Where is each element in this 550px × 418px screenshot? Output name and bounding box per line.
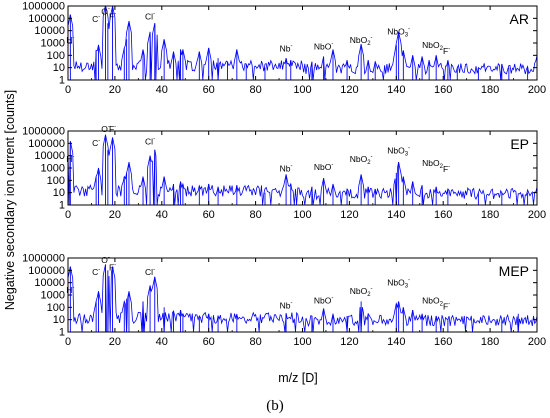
ion-annotation: NbO2-	[350, 286, 373, 298]
ion-annotation: C-	[92, 14, 100, 24]
ion-annotation: NbO-	[314, 41, 333, 51]
ion-annotation: O-	[101, 255, 110, 265]
panel-ar: 0 20 40 60 80 100 120 140 160 180 2001101001000100…	[22, 1, 546, 97]
x-tick-label: 80	[249, 209, 261, 221]
y-tick-label: 100	[47, 302, 65, 314]
ion-annotation: Nb-	[280, 301, 293, 311]
ion-annotation: Cl-	[145, 12, 155, 22]
x-tick-label: 40	[156, 84, 168, 96]
ion-annotation: NbO3-	[387, 145, 410, 157]
spectrum-trace-ar	[68, 6, 537, 80]
y-tick-label: 10000	[34, 25, 65, 37]
x-tick-label: 140	[387, 336, 405, 348]
x-tick-label: 160	[434, 336, 452, 348]
x-tick-label: 0	[65, 209, 71, 221]
ion-annotation: H-	[66, 285, 74, 295]
x-tick-label: 100	[293, 84, 311, 96]
ion-annotation: C-	[92, 138, 100, 148]
panel-ep: 0 20 40 60 80 100 120 140 160 180 2001101001000100…	[22, 124, 546, 221]
ion-annotation: NbO3-	[387, 26, 410, 38]
ion-annotation: Nb-	[280, 44, 293, 54]
y-tick-label: 100	[47, 50, 65, 62]
x-tick-label: 40	[156, 209, 168, 221]
y-tick-label: 100	[47, 175, 65, 187]
ion-annotation: F-	[109, 124, 116, 134]
x-tick-label: 20	[109, 84, 121, 96]
spectrum-trace-mep	[68, 264, 537, 332]
x-tick-label: 80	[249, 336, 261, 348]
x-tick-label: 200	[528, 336, 546, 348]
y-tick-label: 10	[53, 187, 65, 199]
x-tick-label: 20	[109, 336, 121, 348]
y-tick-label: 1000	[41, 163, 65, 175]
ion-annotation: F-	[109, 12, 116, 22]
panel-label: AR	[510, 11, 529, 27]
ion-annotation: C-	[92, 267, 100, 277]
x-tick-label: 180	[481, 336, 499, 348]
panel-mep: 0 20 40 60 80 100 120 140 160 180 2001101001000100…	[22, 253, 546, 349]
y-tick-label: 1000	[41, 290, 65, 302]
x-tick-label: 100	[293, 209, 311, 221]
ion-annotation: NbO2-	[350, 35, 373, 47]
ion-annotation: O-	[101, 7, 110, 17]
y-tick-label: 100000	[28, 265, 65, 277]
ion-annotation: NbO2-	[350, 154, 373, 166]
x-tick-label: 80	[249, 84, 261, 96]
x-tick-label: 60	[203, 336, 215, 348]
y-tick-label: 10	[53, 314, 65, 326]
x-tick-label: 40	[156, 336, 168, 348]
x-tick-label: 180	[481, 209, 499, 221]
ion-annotation: Cl-	[145, 267, 155, 277]
y-tick-label: 100000	[28, 13, 65, 25]
x-tick-label: 20	[109, 209, 121, 221]
x-tick-label: 180	[481, 84, 499, 96]
y-tick-label: 10	[53, 62, 65, 74]
panels: 0 20 40 60 80 100 120 140 160 180 2001101001000100…	[22, 1, 546, 349]
ion-annotation: NbO2F-	[422, 158, 450, 174]
y-axis-title: Negative secondary ion current [counts]	[3, 90, 17, 310]
x-tick-label: 120	[340, 209, 358, 221]
y-tick-label: 1000000	[22, 1, 65, 13]
y-tick-label: 10000	[34, 150, 65, 162]
figure-caption: (b)	[266, 398, 284, 414]
y-tick-label: 1000	[41, 38, 65, 50]
panel-label: EP	[510, 136, 529, 152]
x-tick-label: 120	[340, 84, 358, 96]
x-tick-label: 120	[340, 336, 358, 348]
spectrum-trace-ep	[68, 134, 537, 205]
x-tick-label: 140	[387, 209, 405, 221]
x-tick-label: 160	[434, 84, 452, 96]
ion-annotation: NbO2F-	[422, 40, 450, 56]
ion-annotation: NbO-	[314, 162, 333, 172]
ion-annotation: H-	[66, 35, 74, 45]
y-tick-label: 100000	[28, 138, 65, 150]
y-tick-label: 1	[59, 75, 65, 87]
x-tick-label: 0	[65, 336, 71, 348]
y-tick-label: 1000000	[22, 253, 65, 265]
y-tick-label: 10000	[34, 277, 65, 289]
y-tick-label: 1	[59, 327, 65, 339]
x-tick-label: 60	[203, 209, 215, 221]
x-tick-label: 160	[434, 209, 452, 221]
x-tick-label: 0	[65, 84, 71, 96]
panel-label: MEP	[499, 263, 529, 279]
x-tick-label: 100	[293, 336, 311, 348]
plot-frame	[67, 5, 538, 81]
x-tick-label: 200	[528, 84, 546, 96]
ion-annotation: F-	[109, 262, 116, 272]
ion-annotation: Cl-	[145, 137, 155, 147]
ion-annotation: O-	[101, 124, 110, 134]
ion-annotation: NbO2F-	[422, 296, 450, 312]
x-tick-label: 140	[387, 84, 405, 96]
ion-annotation: NbO3-	[387, 277, 410, 289]
ion-annotation: H-	[66, 154, 74, 164]
y-tick-label: 1	[59, 200, 65, 212]
x-axis-title: m/z [D]	[278, 371, 318, 385]
x-tick-label: 60	[203, 84, 215, 96]
y-tick-label: 1000000	[22, 126, 65, 138]
x-tick-label: 200	[528, 209, 546, 221]
ion-annotation: Nb-	[280, 164, 293, 174]
ion-annotation: NbO-	[314, 296, 333, 306]
